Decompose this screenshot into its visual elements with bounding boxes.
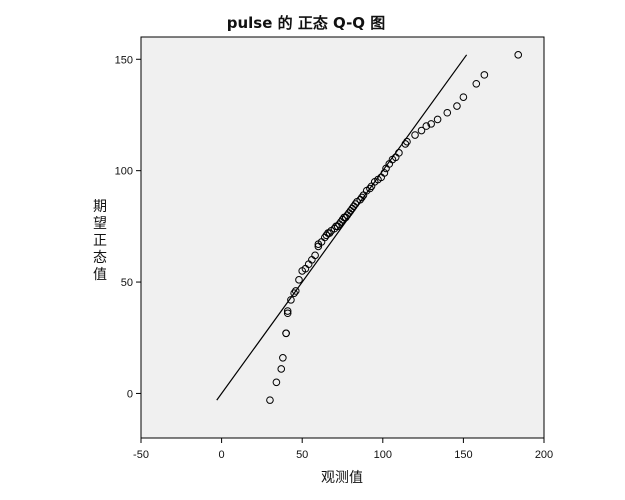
data-point [472, 79, 481, 88]
data-point [287, 296, 295, 304]
data-point [283, 309, 292, 318]
data-point [272, 378, 281, 387]
data-point [295, 276, 303, 284]
data-point [443, 108, 452, 117]
data-point [290, 289, 298, 297]
y-axis-label: 期望正态值 [93, 199, 107, 283]
data-point [411, 131, 419, 139]
data-point [311, 251, 319, 260]
data-point [403, 137, 411, 146]
data-point [433, 115, 442, 124]
x-tick-label: 0 [219, 449, 225, 461]
data-point [351, 200, 360, 208]
y-tick-label: 100 [115, 166, 133, 178]
x-tick-label: 100 [374, 449, 392, 461]
data-point [358, 193, 366, 202]
data-point [277, 365, 286, 373]
data-point [325, 229, 334, 237]
data-point [514, 51, 523, 59]
x-tick-label: 50 [296, 449, 308, 461]
reference-line [216, 54, 468, 401]
data-point [459, 93, 468, 101]
data-point [401, 140, 410, 148]
data-point [279, 354, 287, 362]
data-point [417, 126, 426, 135]
data-point [395, 149, 403, 157]
data-point [291, 287, 300, 295]
data-point [380, 169, 389, 177]
data-point [283, 307, 292, 315]
x-tick-label: 200 [535, 449, 553, 461]
data-point [453, 102, 461, 110]
chart-title: pulse 的 正态 Q-Q 图 [227, 14, 386, 32]
plot-area [140, 36, 545, 439]
x-axis-label: 观测值 [321, 470, 363, 486]
data-point [422, 122, 431, 130]
y-tick-label: 150 [115, 54, 133, 66]
y-tick-label: 50 [121, 277, 133, 289]
data-point [480, 71, 489, 79]
data-point [282, 329, 290, 338]
x-tick-label: -50 [133, 449, 149, 461]
x-tick-label: 150 [454, 449, 472, 461]
data-point [427, 120, 435, 128]
y-tick-label: 0 [127, 388, 133, 400]
data-point [366, 184, 374, 193]
data-point [266, 396, 274, 404]
